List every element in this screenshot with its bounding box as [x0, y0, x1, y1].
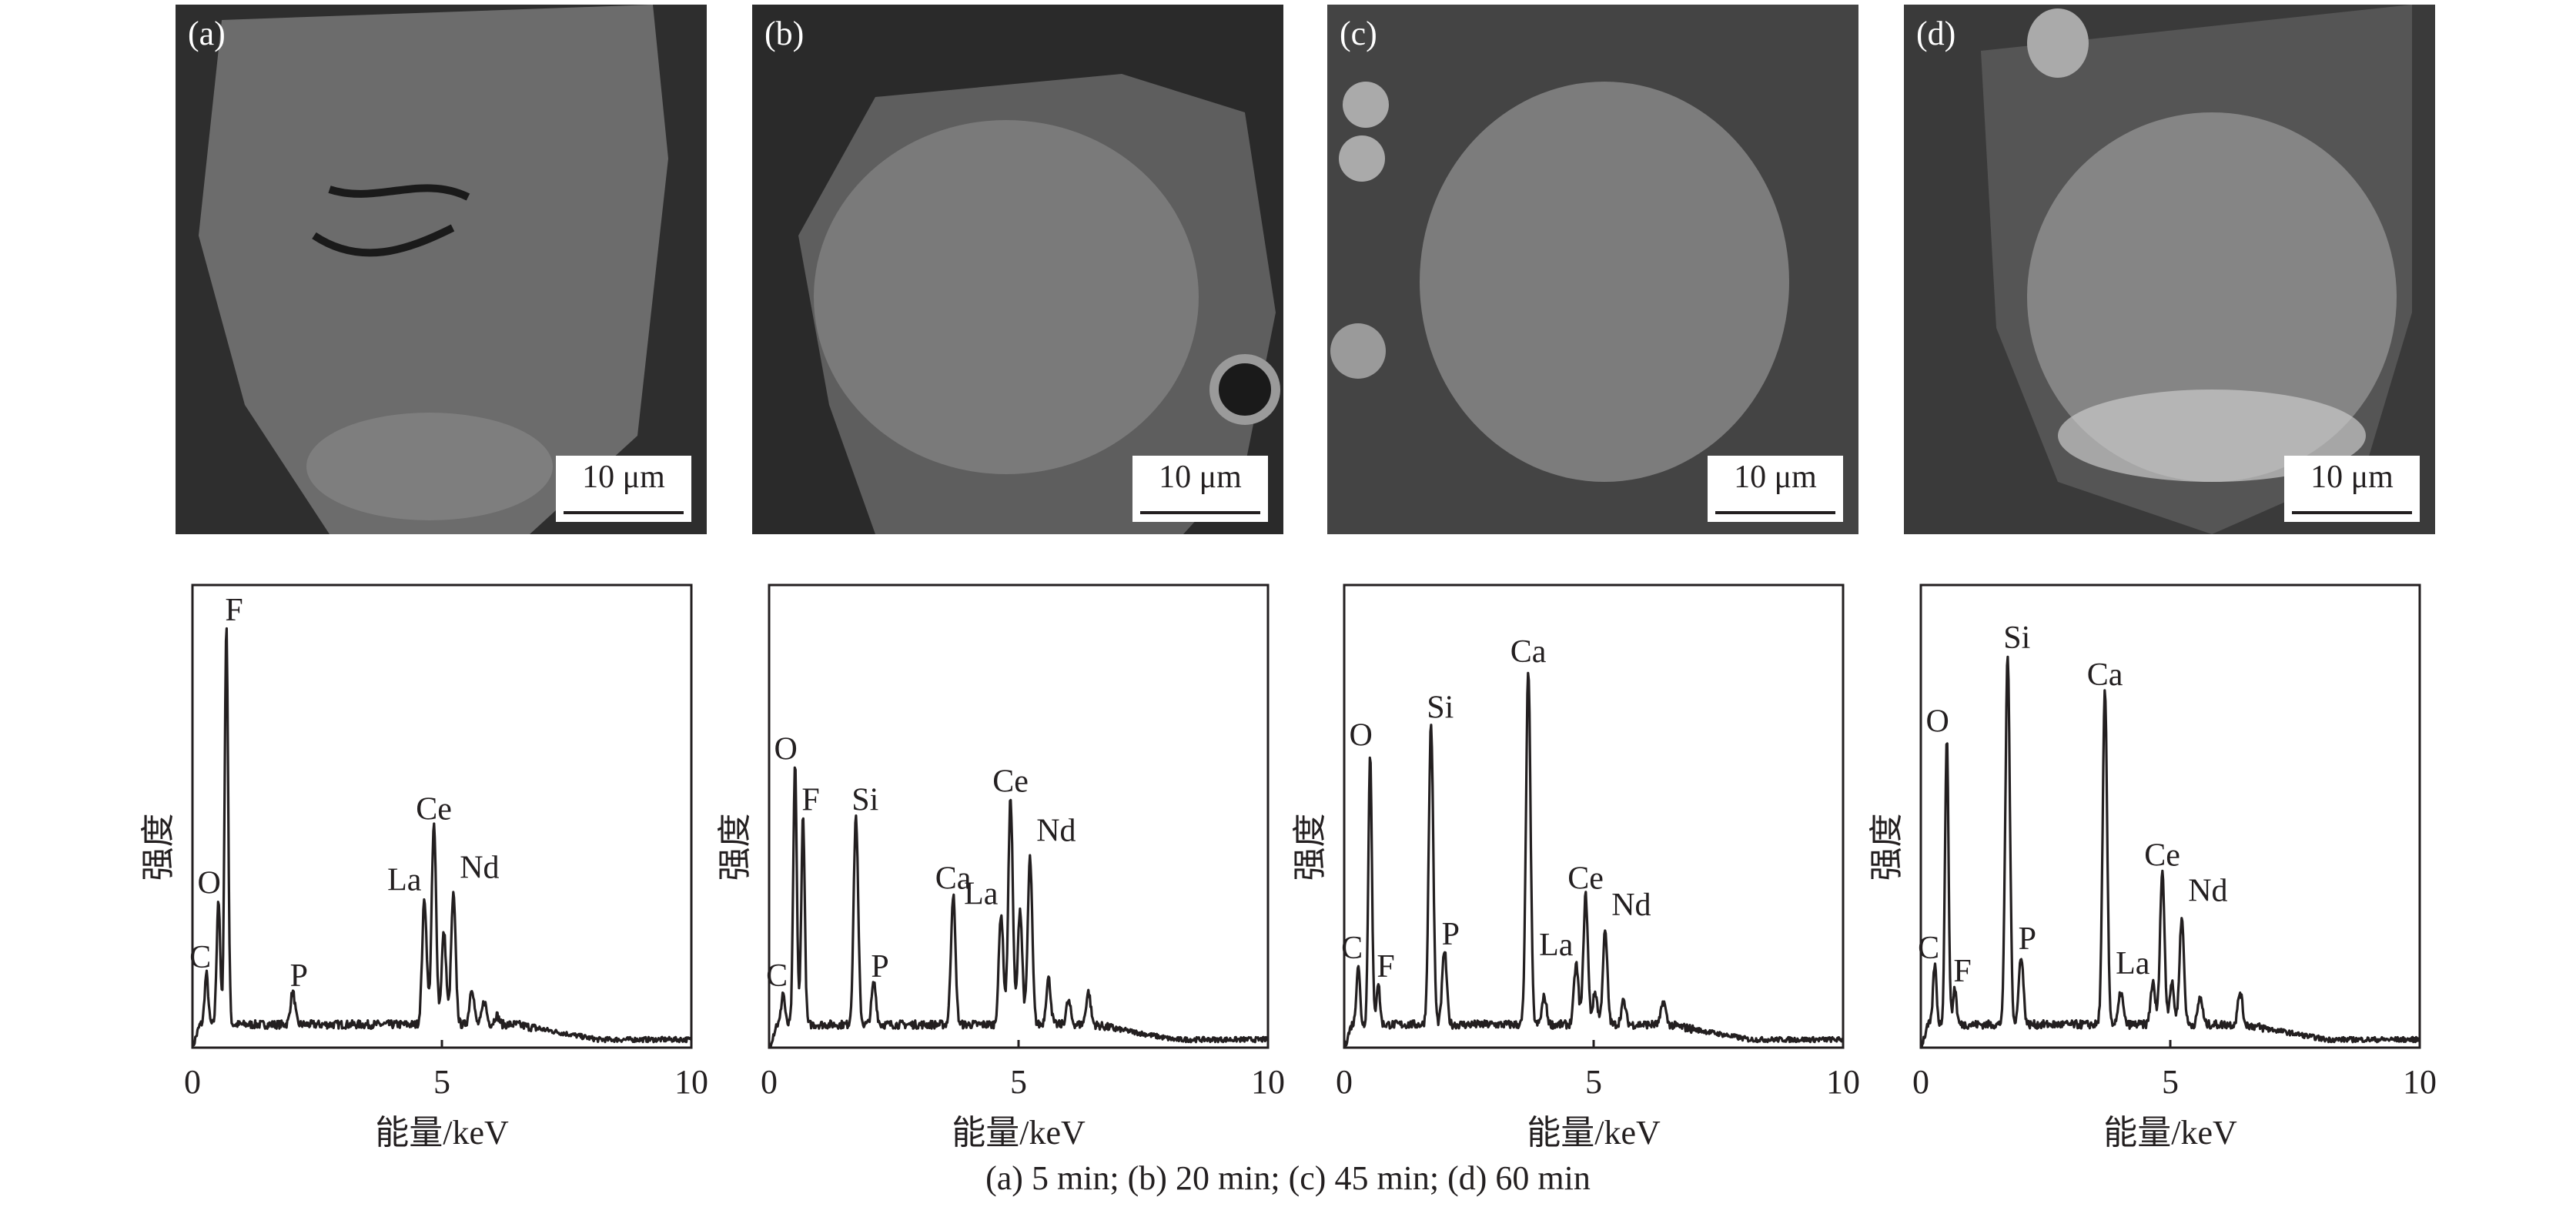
peak-label-p: P [290, 958, 308, 994]
peak-label-nd: Nd [1036, 814, 1076, 849]
sem-micrograph-a [176, 5, 707, 534]
x-axis-label: 能量/keV [2103, 1114, 2237, 1152]
x-tick-label: 0 [1912, 1063, 1929, 1101]
peak-label-la: La [2116, 946, 2150, 981]
x-tick-label: 0 [761, 1063, 778, 1101]
peak-label-o: O [198, 866, 221, 901]
peak-label-p: P [1442, 917, 1460, 952]
sem-micrograph-b [752, 5, 1283, 534]
scale-bar-label: 10 μm [1159, 460, 1242, 495]
x-tick-label: 5 [2162, 1063, 2179, 1101]
panel-label: (a) [188, 15, 226, 52]
spectrum-line [1343, 671, 1845, 1048]
peak-label-si: Si [851, 783, 878, 818]
x-tick-label: 5 [1010, 1063, 1027, 1101]
peak-label-ca: Ca [2087, 657, 2123, 693]
panel-label: (c) [1340, 15, 1377, 52]
figure-caption: (a) 5 min; (b) 20 min; (c) 45 min; (d) 6… [985, 1159, 1591, 1197]
sem-image-d: (d) 10 μm [1904, 5, 2435, 534]
scale-bar-label: 10 μm [2310, 460, 2394, 495]
scale-bar-label: 10 μm [582, 460, 665, 495]
peak-label-nd: Nd [1611, 888, 1651, 923]
plot-frame [1919, 583, 2421, 1049]
peak-label-si: Si [2003, 620, 2030, 656]
x-tick-label: 0 [1336, 1063, 1353, 1101]
peak-label-f: F [1377, 949, 1394, 985]
peak-label-ca: Ca [1510, 634, 1547, 670]
spectrum-line [768, 766, 1270, 1049]
peak-label-c: C [766, 958, 788, 994]
sem-image-c: (c) 10 μm [1327, 5, 1858, 534]
peak-label-o: O [1350, 717, 1373, 753]
sem-image-a: (a) 10 μm [176, 5, 707, 534]
panel-label: (d) [1916, 15, 1956, 52]
sem-micrograph-c [1327, 5, 1858, 534]
sem-micrograph-d [1904, 5, 2435, 534]
peak-label-ca: Ca [935, 861, 972, 897]
x-tick-label: 10 [1251, 1063, 1285, 1101]
peak-label-ce: Ce [2144, 838, 2180, 874]
peak-label-o: O [774, 731, 798, 767]
peak-label-ce: Ce [416, 792, 452, 827]
x-tick-label: 10 [2403, 1063, 2437, 1101]
panel-label: (b) [764, 15, 805, 52]
spectrum-line [191, 627, 693, 1048]
x-tick-label: 5 [1585, 1063, 1602, 1101]
y-axis-label: 强度 [716, 814, 754, 881]
peak-label-c: C [1918, 931, 1939, 966]
x-axis-label: 能量/keV [1527, 1114, 1661, 1152]
y-axis-label: 强度 [1868, 814, 1905, 881]
plot-frame [768, 583, 1270, 1049]
peak-label-p: P [871, 949, 888, 985]
x-axis-label: 能量/keV [375, 1114, 509, 1152]
peak-label-la: La [1539, 928, 1574, 963]
peak-label-c: C [189, 940, 211, 975]
peak-label-f: F [1953, 954, 1971, 989]
x-tick-label: 5 [433, 1063, 450, 1101]
peak-label-p: P [2019, 921, 2036, 957]
x-tick-label: 0 [184, 1063, 201, 1101]
peak-label-o: O [1926, 704, 1949, 739]
peak-label-ce: Ce [1567, 861, 1604, 897]
peak-label-f: F [801, 783, 819, 818]
scale-bar: 10 μm [1132, 456, 1268, 522]
plot-frame [1343, 583, 1845, 1049]
peak-label-si: Si [1427, 690, 1454, 725]
peak-label-nd: Nd [2188, 874, 2227, 909]
peak-label-ce: Ce [992, 764, 1029, 799]
x-tick-label: 10 [1826, 1063, 1860, 1101]
x-axis-label: 能量/keV [952, 1114, 1086, 1152]
x-tick-label: 10 [674, 1063, 708, 1101]
sem-image-b: (b) 10 μm [752, 5, 1283, 534]
spectrum-line [1919, 655, 2421, 1049]
scale-bar-label: 10 μm [1734, 460, 1817, 495]
peak-label-c: C [1341, 931, 1363, 966]
scale-bar: 10 μm [556, 456, 691, 522]
peak-label-la: La [964, 877, 999, 912]
y-axis-label: 强度 [139, 814, 177, 881]
scale-bar: 10 μm [2284, 456, 2420, 522]
y-axis-label: 强度 [1291, 814, 1329, 881]
scale-bar: 10 μm [1708, 456, 1843, 522]
peak-label-la: La [387, 863, 422, 898]
peak-label-f: F [225, 593, 243, 628]
peak-label-nd: Nd [460, 851, 499, 886]
